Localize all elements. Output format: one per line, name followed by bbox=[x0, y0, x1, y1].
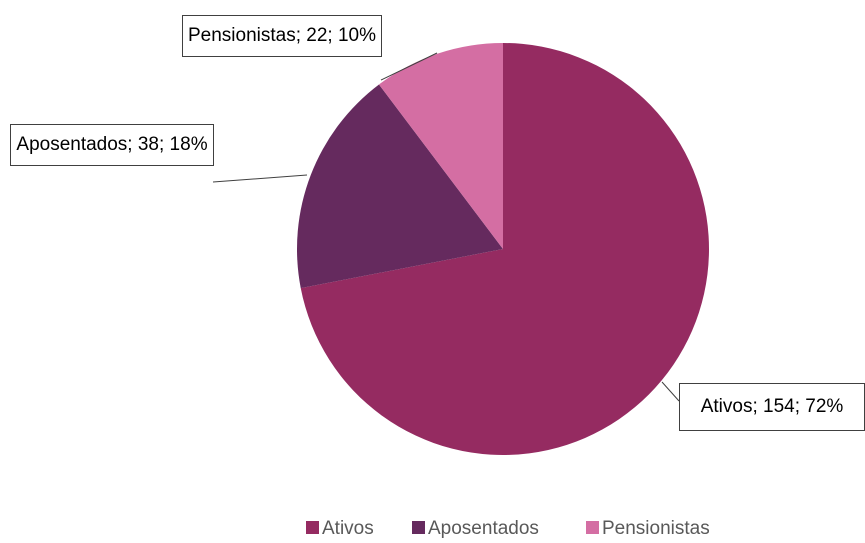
legend-swatch bbox=[412, 521, 425, 534]
data-label: Pensionistas; 22; 10% bbox=[182, 15, 382, 57]
pie-slice bbox=[378, 43, 503, 249]
leader-line bbox=[212, 174, 308, 183]
legend-swatch bbox=[586, 521, 599, 534]
data-label: Aposentados; 38; 18% bbox=[10, 124, 214, 166]
data-label: Ativos; 154; 72% bbox=[679, 383, 865, 431]
legend-swatch bbox=[306, 521, 319, 534]
pie-slice bbox=[297, 84, 503, 289]
pie-slice bbox=[300, 43, 709, 455]
legend-label: Pensionistas bbox=[602, 518, 710, 539]
leader-line bbox=[661, 381, 680, 402]
legend-label: Ativos bbox=[322, 518, 374, 539]
leader-line bbox=[380, 52, 438, 81]
legend-label: Aposentados bbox=[428, 518, 539, 539]
